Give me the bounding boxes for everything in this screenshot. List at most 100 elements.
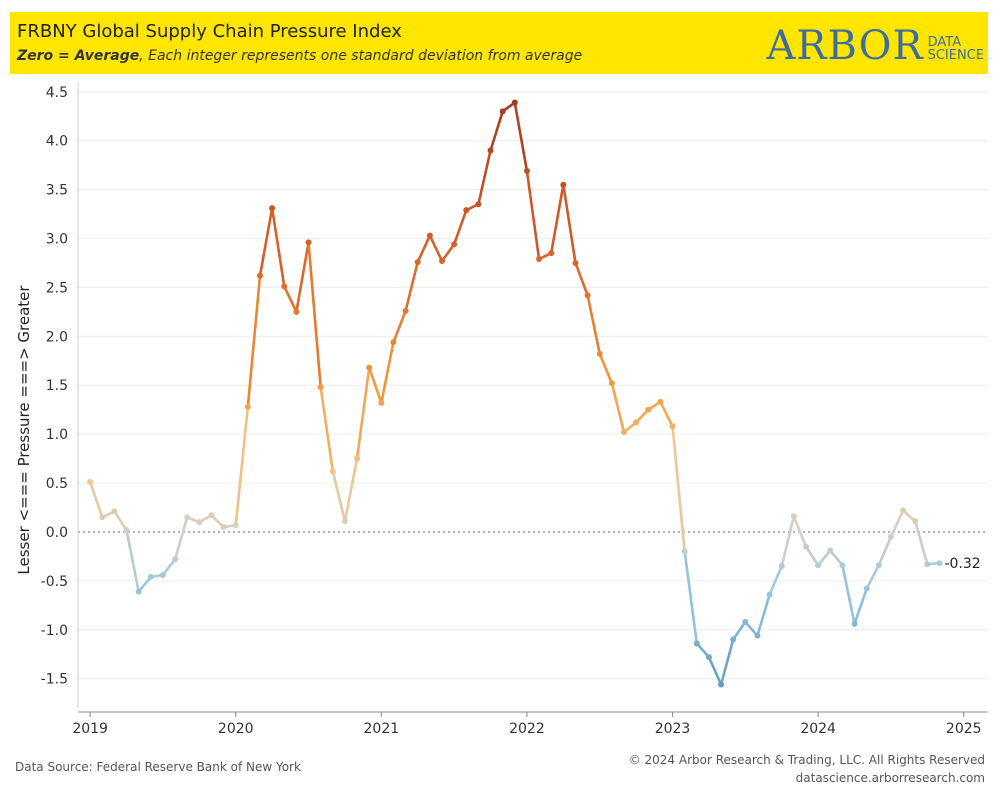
data-point[interactable] xyxy=(402,307,409,314)
data-point[interactable] xyxy=(681,548,688,555)
data-point[interactable] xyxy=(208,512,215,519)
data-point[interactable] xyxy=(730,636,737,643)
data-point[interactable] xyxy=(778,563,785,570)
data-point[interactable] xyxy=(269,205,276,212)
data-point[interactable] xyxy=(523,168,530,175)
website-link[interactable]: datascience.arborresearch.com xyxy=(795,771,985,785)
data-point[interactable] xyxy=(426,232,433,239)
subtitle-bold: Zero = Average xyxy=(17,48,140,64)
data-point[interactable] xyxy=(742,618,749,625)
data-point[interactable] xyxy=(184,514,191,521)
data-point[interactable] xyxy=(87,479,94,486)
data-point[interactable] xyxy=(657,398,664,405)
data-point[interactable] xyxy=(305,239,312,246)
line-segment xyxy=(828,549,844,567)
data-point[interactable] xyxy=(172,556,179,563)
data-point[interactable] xyxy=(875,562,882,569)
data-point[interactable] xyxy=(451,241,458,248)
data-point[interactable] xyxy=(887,533,894,540)
data-point[interactable] xyxy=(900,507,907,514)
data-point[interactable] xyxy=(536,256,543,263)
data-point[interactable] xyxy=(633,419,640,426)
data-point[interactable] xyxy=(548,250,555,257)
data-point[interactable] xyxy=(135,588,142,595)
y-tick-label: 1.5 xyxy=(46,378,68,394)
line-segment xyxy=(307,241,322,389)
data-point[interactable] xyxy=(463,207,470,214)
data-point[interactable] xyxy=(499,108,506,115)
data-point[interactable] xyxy=(924,561,931,568)
data-point[interactable] xyxy=(669,423,676,430)
logo-sub-text: DATA SCIENCE xyxy=(928,36,984,62)
data-point[interactable] xyxy=(839,562,846,569)
data-point[interactable] xyxy=(390,339,397,346)
data-point[interactable] xyxy=(281,283,288,290)
x-tick-label: 2019 xyxy=(72,721,108,737)
data-point[interactable] xyxy=(232,522,239,529)
line-segment xyxy=(562,183,577,265)
data-point[interactable] xyxy=(621,429,627,436)
line-segment xyxy=(695,642,711,659)
data-point[interactable] xyxy=(572,259,579,266)
data-point[interactable] xyxy=(718,681,725,688)
x-tick-label: 2024 xyxy=(800,721,836,737)
data-point[interactable] xyxy=(863,585,870,592)
data-source-note: Data Source: Federal Reserve Bank of New… xyxy=(15,760,301,774)
line-segment xyxy=(489,110,504,152)
data-point[interactable] xyxy=(754,632,761,639)
data-point[interactable] xyxy=(851,620,858,627)
data-point[interactable] xyxy=(475,201,482,208)
data-point[interactable] xyxy=(366,364,373,371)
line-segment xyxy=(258,206,274,277)
data-point[interactable] xyxy=(220,524,227,531)
data-point[interactable] xyxy=(827,547,834,554)
data-point[interactable] xyxy=(766,591,773,598)
line-segment xyxy=(513,101,529,173)
line-segment xyxy=(719,638,735,686)
data-point[interactable] xyxy=(645,406,652,413)
data-point[interactable] xyxy=(487,147,494,154)
line-segment xyxy=(125,528,140,593)
data-point[interactable] xyxy=(244,403,251,410)
data-point[interactable] xyxy=(608,380,615,387)
series-points xyxy=(87,99,943,688)
supply-chain-chart: 4.5 4.0 3.5 3.0 2.5 2.0 1.5 1.0 0.5 0.0 -0.5 -1.0 -1… xyxy=(41,82,988,737)
data-point[interactable] xyxy=(560,181,567,188)
data-point[interactable] xyxy=(159,571,166,578)
data-point[interactable] xyxy=(196,519,203,526)
data-point[interactable] xyxy=(815,562,822,569)
line-segment xyxy=(282,285,298,314)
data-point[interactable] xyxy=(693,640,700,647)
data-point[interactable] xyxy=(439,257,445,264)
data-point[interactable] xyxy=(936,560,943,567)
data-point[interactable] xyxy=(329,468,336,475)
data-point[interactable] xyxy=(584,292,591,299)
data-point[interactable] xyxy=(378,399,385,406)
data-point[interactable] xyxy=(803,543,809,550)
y-tick-label: 2.0 xyxy=(46,329,68,345)
data-point[interactable] xyxy=(414,258,421,265)
data-point[interactable] xyxy=(99,514,106,521)
y-tick-label: 4.5 xyxy=(46,85,68,101)
line-segment xyxy=(683,550,699,645)
data-point[interactable] xyxy=(317,384,324,391)
line-segment xyxy=(113,510,128,532)
data-point[interactable] xyxy=(257,272,263,279)
line-segment xyxy=(416,234,432,264)
line-segment xyxy=(161,558,177,577)
data-point[interactable] xyxy=(511,99,518,106)
data-point[interactable] xyxy=(705,654,712,661)
line-segment xyxy=(853,587,868,626)
data-point[interactable] xyxy=(354,455,361,462)
data-point[interactable] xyxy=(912,518,919,525)
data-point[interactable] xyxy=(123,526,130,533)
data-point[interactable] xyxy=(293,308,300,315)
data-point[interactable] xyxy=(111,508,118,515)
y-tick-label: 3.0 xyxy=(46,232,68,248)
data-point[interactable] xyxy=(147,573,154,580)
line-segment xyxy=(804,545,820,567)
data-point[interactable] xyxy=(341,518,348,525)
line-segment xyxy=(355,366,371,460)
data-point[interactable] xyxy=(790,513,797,520)
data-point[interactable] xyxy=(596,350,603,357)
